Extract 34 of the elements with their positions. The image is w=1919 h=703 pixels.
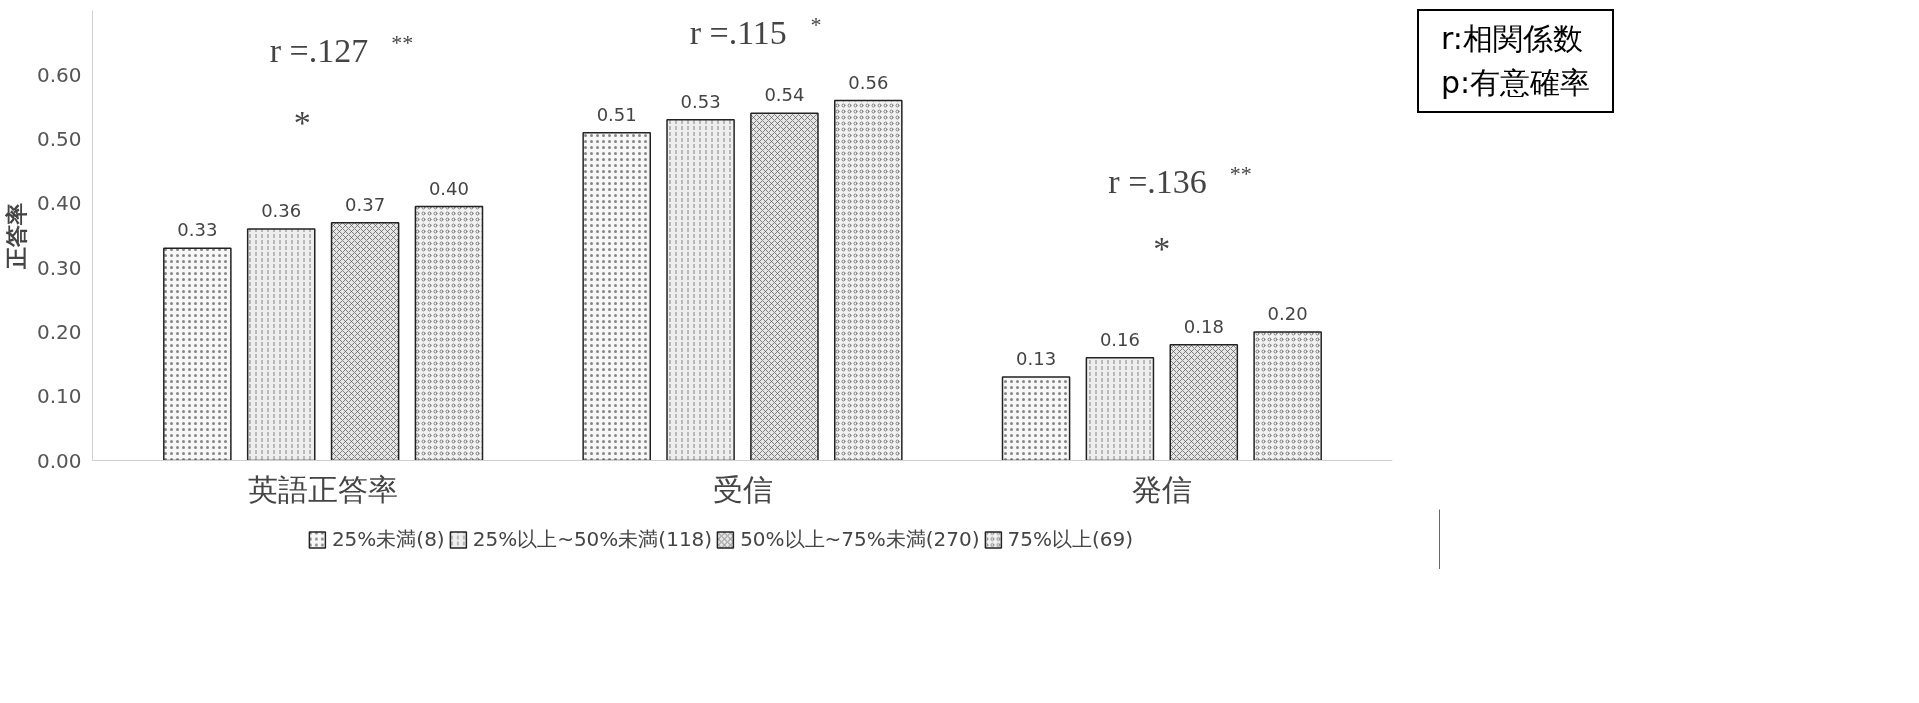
y-tick-label: 0.60: [36, 62, 82, 87]
data-label: 0.36: [261, 200, 302, 222]
data-label: 0.40: [428, 177, 469, 199]
annotation: r =.136 **: [1108, 160, 1252, 200]
x-tick-label: 受信: [712, 471, 773, 507]
annotation: *: [1153, 230, 1171, 267]
legend-label: 25%未満(8): [331, 525, 445, 553]
data-label: 0.13: [1016, 347, 1057, 369]
data-label: 0.37: [345, 193, 386, 215]
legend-label: 50%以上~75%未満(270): [740, 525, 980, 553]
data-label: 0.54: [764, 84, 805, 106]
annotation: r =.115 *: [689, 12, 822, 51]
legend-label: 75%以上(69): [1007, 525, 1134, 553]
data-label: 0.18: [1183, 315, 1224, 337]
text: p:有意確率: [1441, 64, 1591, 102]
data-label: 0.16: [1099, 328, 1140, 350]
data-label: 0.51: [596, 103, 637, 125]
y-tick-label: 0.20: [36, 319, 82, 344]
annotation: r =.127 **: [269, 30, 414, 69]
y-tick-label: 0.00: [36, 448, 82, 473]
y-tick-label: 0.30: [36, 255, 82, 280]
data-label: 0.53: [680, 90, 721, 112]
data-label: 0.56: [848, 71, 889, 93]
x-tick-label: 英語正答率: [248, 471, 399, 507]
annotation: *: [293, 104, 311, 141]
y-tick-label: 0.10: [36, 384, 82, 409]
text: r:相関係数: [1441, 20, 1584, 58]
legend-label: 25%以上~50%未満(118): [472, 525, 713, 553]
y-tick-label: 0.50: [36, 127, 82, 152]
data-label: 0.33: [177, 219, 218, 241]
y-axis-title: 正答率: [3, 202, 29, 270]
data-label: 0.20: [1267, 302, 1308, 324]
x-tick-label: 発信: [1131, 471, 1192, 507]
y-tick-label: 0.40: [36, 191, 82, 216]
